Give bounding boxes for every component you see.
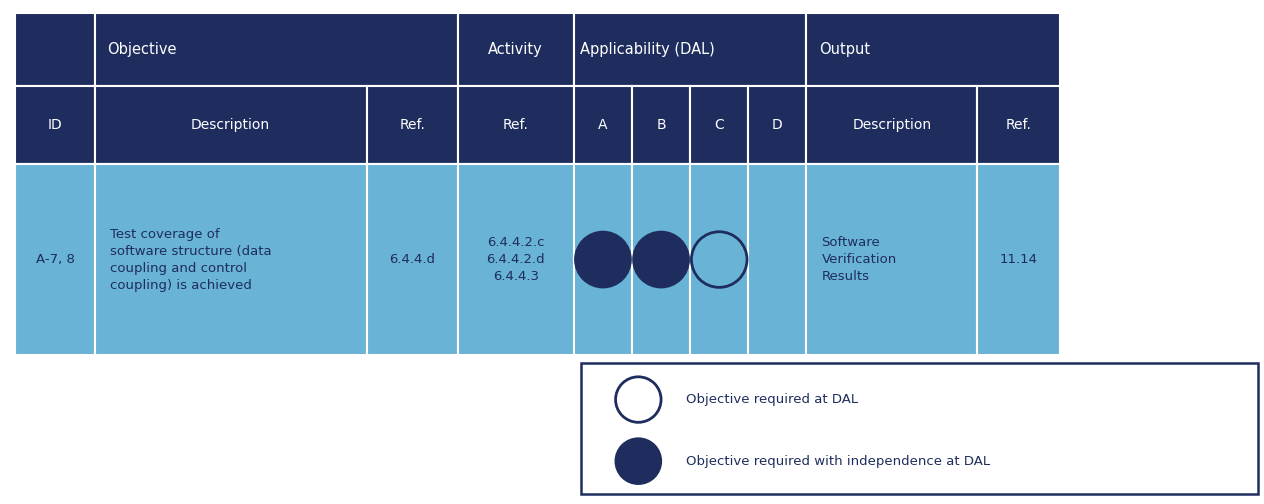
Bar [632, 86, 690, 164]
Bar [632, 164, 690, 355]
Bar [977, 86, 1060, 164]
Text: ID: ID [48, 118, 62, 132]
Text: B: B [656, 118, 666, 132]
Bar [15, 86, 95, 164]
Bar [95, 86, 367, 164]
Text: A-7, 8: A-7, 8 [35, 253, 75, 266]
Bar [458, 13, 574, 86]
Text: Test coverage of
software structure (data
coupling and control
coupling) is achi: Test coverage of software structure (dat… [110, 228, 272, 291]
Bar [95, 13, 458, 86]
Bar [748, 164, 806, 355]
Bar [574, 13, 806, 86]
Bar [806, 86, 977, 164]
Text: Description: Description [852, 118, 932, 132]
Bar [367, 86, 458, 164]
Bar [806, 164, 977, 355]
Text: Ref.: Ref. [1006, 118, 1031, 132]
Text: A: A [598, 118, 608, 132]
Text: Objective: Objective [107, 42, 177, 56]
Bar [458, 86, 574, 164]
Bar [977, 164, 1060, 355]
Bar [581, 363, 1258, 494]
Text: 11.14: 11.14 [1000, 253, 1038, 266]
Bar [15, 164, 95, 355]
Bar [574, 164, 632, 355]
Text: Ref.: Ref. [503, 118, 528, 132]
Text: 6.4.4.d: 6.4.4.d [389, 253, 435, 266]
Text: Output: Output [819, 42, 870, 56]
Text: Description: Description [191, 118, 270, 132]
Bar [458, 164, 574, 355]
Text: Software
Verification
Results: Software Verification Results [822, 236, 897, 283]
Text: Objective required at DAL: Objective required at DAL [686, 393, 858, 406]
Bar [748, 86, 806, 164]
Text: 6.4.4.2.c
6.4.4.2.d
6.4.4.3: 6.4.4.2.c 6.4.4.2.d 6.4.4.3 [487, 236, 545, 283]
Bar [574, 86, 632, 164]
Text: Applicability (DAL): Applicability (DAL) [580, 42, 715, 56]
Text: Objective required with independence at DAL: Objective required with independence at … [686, 455, 991, 468]
Bar [690, 86, 748, 164]
Bar [690, 164, 748, 355]
Bar [15, 13, 95, 86]
Text: C: C [714, 118, 724, 132]
Bar [95, 164, 367, 355]
Bar [367, 164, 458, 355]
Text: D: D [772, 118, 782, 132]
Text: Ref.: Ref. [399, 118, 425, 132]
Text: Activity: Activity [488, 42, 544, 56]
Bar [806, 13, 1060, 86]
